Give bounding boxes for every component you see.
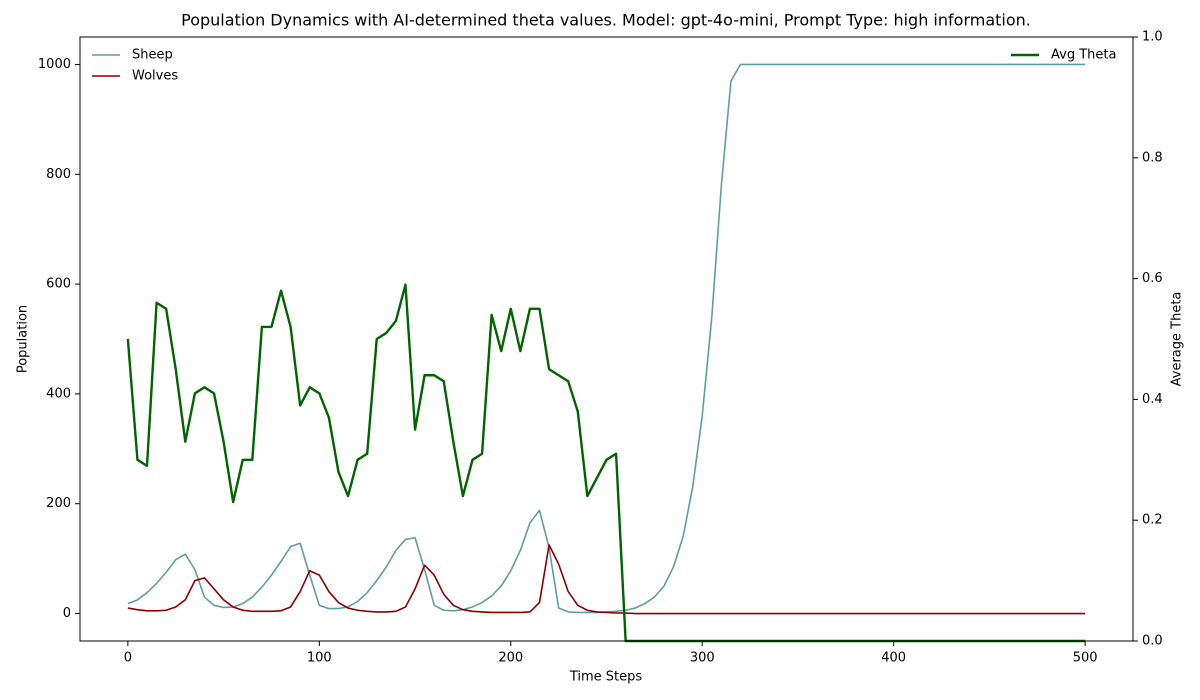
series-line [127,544,1086,615]
x-tick-label: 0 [124,651,132,666]
y2-tick-label: 0.8 [1142,150,1163,165]
y-tick-label: 1000 [38,57,71,72]
y-tick-label: 600 [46,277,71,292]
x-axis-label: Time Steps [569,670,643,685]
y2-tick-label: 0.4 [1142,392,1163,407]
y-tick-label: 200 [46,496,71,511]
y2-tick-label: 0.2 [1142,513,1163,528]
x-tick-label: 200 [498,651,523,666]
legend-label: Sheep [132,48,173,63]
y-tick-label: 400 [46,386,71,401]
plot-frame [79,36,1134,642]
y-tick-label: 800 [46,167,71,182]
x-tick-label: 100 [307,651,332,666]
y2-tick-label: 1.0 [1142,30,1163,45]
y-tick-label: 0 [63,606,71,621]
y-axis-label: Population [16,305,31,373]
y2-tick-label: 0.0 [1142,634,1163,649]
x-tick-label: 300 [690,651,715,666]
legend-label: Avg Theta [1051,48,1116,63]
chart-title: Population Dynamics with AI-determined t… [181,11,1031,30]
series-line [127,63,1086,614]
legend-label: Wolves [132,69,178,84]
series-line [126,283,1086,643]
x-tick-label: 500 [1073,651,1098,666]
y2-tick-label: 0.6 [1142,271,1163,286]
x-tick-label: 400 [881,651,906,666]
y2-axis-label: Average Theta [1170,292,1185,387]
